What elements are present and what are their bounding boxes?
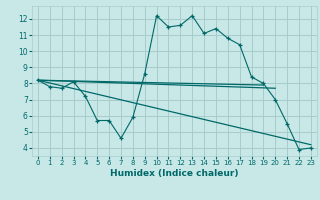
X-axis label: Humidex (Indice chaleur): Humidex (Indice chaleur) — [110, 169, 239, 178]
